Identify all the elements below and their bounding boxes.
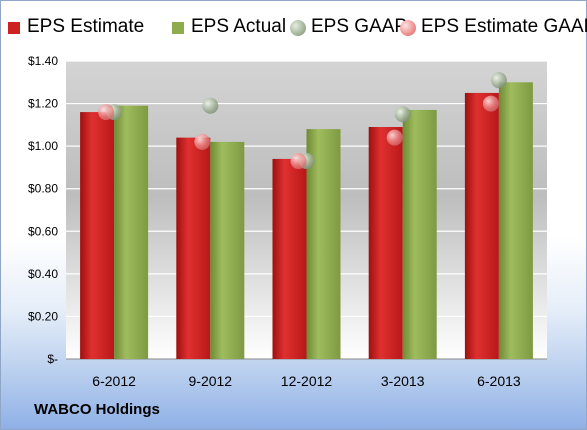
bar-eps-actual bbox=[498, 82, 533, 360]
y-tick-label: $0.20 bbox=[28, 309, 58, 323]
marker-eps-estimate-gaap bbox=[194, 133, 211, 150]
x-tick-label: 12-2012 bbox=[281, 373, 333, 389]
y-tick-label: $1.00 bbox=[28, 139, 58, 153]
x-tick-label: 6-2012 bbox=[92, 373, 136, 389]
legend-label-eps-estimate-gaap: EPS Estimate GAAP bbox=[421, 16, 587, 37]
company-name: WABCO Holdings bbox=[34, 401, 160, 418]
x-tick-label: 6-2013 bbox=[477, 373, 521, 389]
bar-eps-estimate bbox=[272, 158, 307, 359]
y-tick-label: $1.20 bbox=[28, 97, 58, 111]
bar-eps-actual bbox=[114, 105, 149, 359]
x-tick-label: 3-2013 bbox=[381, 373, 425, 389]
legend-label-eps-actual: EPS Actual bbox=[191, 16, 287, 37]
bar-eps-actual bbox=[402, 109, 437, 359]
bar-eps-actual bbox=[210, 141, 245, 359]
y-tick-label: $0.80 bbox=[28, 182, 58, 196]
marker-eps-estimate-gaap bbox=[482, 95, 499, 112]
bar-eps-estimate bbox=[176, 137, 211, 359]
marker-eps-gaap bbox=[394, 106, 411, 123]
bar-eps-actual bbox=[306, 129, 341, 359]
marker-eps-gaap bbox=[202, 97, 219, 114]
x-axis-ticks: 6-2012 9-2012 12-2012 3-2013 6-2013 bbox=[92, 373, 521, 389]
y-tick-label: $- bbox=[47, 352, 58, 366]
bars bbox=[80, 82, 533, 360]
bar-eps-estimate bbox=[464, 92, 499, 359]
legend: EPS Estimate EPS Actual EPS GAAP EPS Est… bbox=[0, 0, 587, 50]
legend-label-eps-estimate: EPS Estimate bbox=[27, 16, 145, 37]
marker-eps-estimate-gaap bbox=[98, 104, 115, 121]
legend-label-eps-gaap: EPS GAAP bbox=[311, 16, 408, 37]
marker-eps-estimate-gaap bbox=[290, 153, 307, 170]
y-tick-label: $0.60 bbox=[28, 224, 58, 238]
y-tick-label: $1.40 bbox=[28, 54, 58, 68]
y-axis-ticks: $- $0.20 $0.40 $0.60 $0.80 $1.00 $1.20 $1.40 bbox=[28, 54, 58, 366]
marker-eps-gaap bbox=[490, 72, 507, 89]
x-tick-label: 9-2012 bbox=[189, 373, 233, 389]
bar-eps-estimate bbox=[368, 126, 403, 359]
legend-dot-eps-gaap bbox=[290, 20, 306, 36]
legend-dot-eps-estimate-gaap bbox=[400, 20, 416, 36]
y-tick-label: $0.40 bbox=[28, 267, 58, 281]
marker-eps-estimate-gaap bbox=[386, 129, 403, 146]
bar-eps-estimate bbox=[80, 112, 115, 359]
markers bbox=[98, 72, 507, 170]
legend-swatch-eps-actual bbox=[172, 22, 184, 34]
legend-swatch-eps-estimate bbox=[8, 22, 20, 34]
